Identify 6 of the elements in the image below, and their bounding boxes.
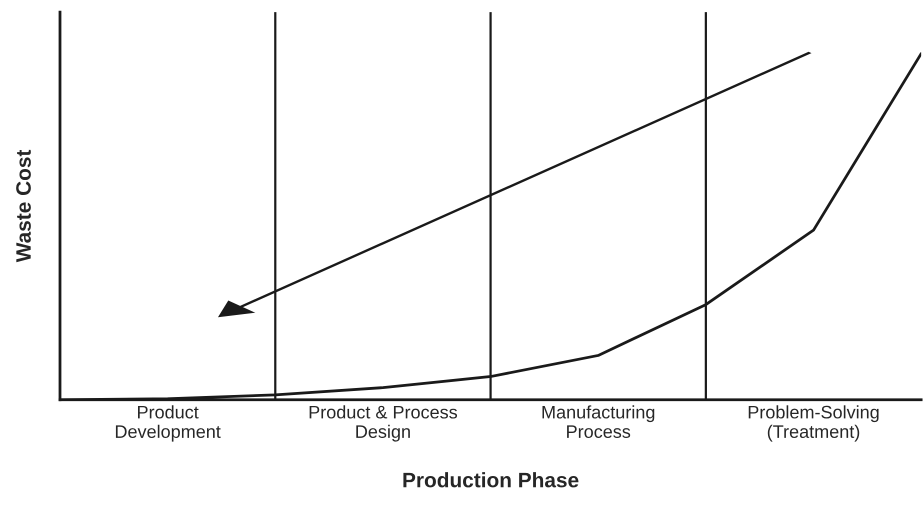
x-tick-label: Manufacturing Process [542,405,654,438]
x-axis-title: Production Phase [403,472,578,488]
x-tick-label: Problem-Solving (Treatment) [748,405,879,442]
x-tick-label: Product Development [116,405,221,442]
y-axis-title: Waste Cost [16,150,31,262]
x-tick-label: Product & Process Design [310,405,458,442]
